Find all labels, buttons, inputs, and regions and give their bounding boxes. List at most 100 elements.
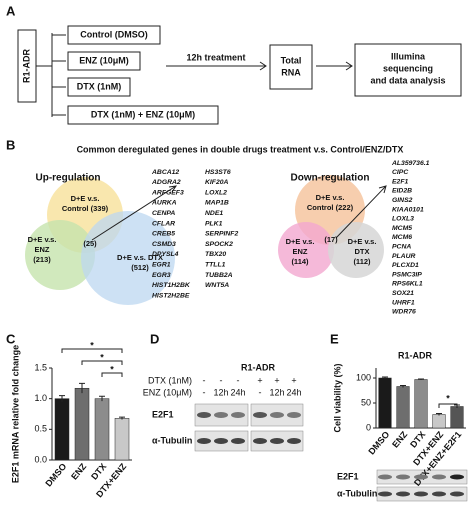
lane-mark: + [291, 375, 296, 385]
gene: KIF20A [205, 179, 229, 186]
gene: EID2B [392, 188, 412, 195]
significance-bracket [438, 403, 458, 408]
treatment-box [67, 105, 219, 125]
lane-mark: - [203, 387, 206, 397]
panel-label: B [6, 137, 15, 152]
gene: TTLL1 [205, 261, 226, 268]
bar [94, 398, 110, 461]
gene: MCM6 [392, 234, 412, 241]
bar [74, 387, 90, 461]
arrow [166, 61, 267, 71]
arrow [335, 185, 387, 239]
band [396, 491, 410, 497]
band [287, 412, 301, 418]
y-tick-label: 1.5 [34, 362, 47, 372]
gene: CENPA [152, 210, 175, 217]
y-axis-label: E2F1 mRNA relative fold change [10, 345, 20, 483]
gene: UHRF1 [392, 299, 415, 306]
lane-mark: 24h [286, 387, 301, 397]
gene: PLK1 [205, 220, 223, 227]
x-tick-label: ENZ [390, 429, 410, 450]
band [450, 491, 464, 497]
error-bar [418, 378, 424, 380]
lane-mark: - [220, 375, 223, 385]
venn-common: (25) [83, 239, 97, 248]
band [197, 412, 211, 418]
gene: EGR1 [152, 261, 171, 268]
lane-mark: - [203, 375, 206, 385]
gene: MAP1B [205, 200, 229, 207]
gene: CSMD3 [152, 241, 176, 248]
band [378, 491, 392, 497]
gene: HIST1H2BK [152, 282, 191, 289]
significance-star: * [100, 352, 104, 362]
venn-label: D+E v.s. [71, 194, 100, 203]
gene: AL359736.1 [391, 160, 430, 167]
rna-label: RNA [281, 67, 301, 77]
significance-bracket [61, 348, 123, 353]
treatment-label: ENZ (10μM) [79, 55, 129, 65]
band [231, 438, 245, 444]
error-bar [382, 376, 388, 379]
venn-circle [278, 222, 334, 278]
analysis-label: and data analysis [370, 75, 445, 85]
analysis-label: sequencing [383, 63, 433, 73]
error-bar [99, 395, 105, 402]
gene: PLCXD1 [392, 262, 419, 269]
x-tick-label: DMSO [43, 461, 68, 488]
band [214, 412, 228, 418]
panel-label: E [330, 331, 339, 346]
gene: SOX21 [392, 290, 414, 297]
lane-mark: 12h [213, 387, 228, 397]
gene: E2F1 [392, 178, 408, 185]
error-bar [400, 385, 406, 388]
x-tick-label: DMSO [366, 429, 391, 456]
band [414, 491, 428, 497]
step-label: 12h treatment [186, 52, 245, 62]
gene: CREB5 [152, 231, 175, 238]
venn-label: Control (339) [62, 204, 109, 213]
bar [114, 418, 130, 461]
band [432, 474, 446, 480]
venn-label: (213) [33, 255, 51, 264]
gene: CFLAR [152, 220, 175, 227]
cell-line: R1-ADR [21, 49, 31, 84]
y-tick-label: 0.5 [34, 424, 47, 434]
gene: PLAUR [392, 253, 416, 260]
blot-label: α-Tubulin [337, 488, 377, 498]
band [396, 474, 410, 480]
band [253, 412, 267, 418]
bar [378, 377, 392, 429]
gene: GINS2 [392, 197, 413, 204]
arrow [316, 61, 353, 71]
gene: HIST2H2BE [152, 292, 190, 299]
error-bar [119, 416, 125, 420]
venn-circle [25, 220, 95, 290]
venn-label: DTX [355, 247, 370, 256]
band [270, 412, 284, 418]
band [214, 438, 228, 444]
treatment-label: Control (DMSO) [80, 29, 148, 39]
blot-label: E2F1 [337, 471, 359, 481]
bar [450, 406, 464, 429]
gene: WDR76 [392, 309, 416, 316]
band [287, 438, 301, 444]
gene: TUBB2A [205, 272, 233, 279]
venn-label: D+E v.s. [286, 237, 315, 246]
rna-box [269, 44, 313, 90]
lane-mark: + [274, 375, 279, 385]
significance-bracket [81, 360, 123, 365]
gene: WNT5A [205, 282, 229, 289]
arrow [91, 185, 178, 241]
gene: DPYSL4 [152, 251, 179, 258]
lane-mark: - [259, 387, 262, 397]
venn-label: Control (222) [307, 203, 354, 212]
treatment-box [67, 77, 131, 97]
lane-mark: 24h [230, 387, 245, 397]
y-axis-label: Cell viability (%) [332, 363, 342, 432]
y-tick-label: 1.0 [34, 393, 47, 403]
bracket [36, 33, 66, 117]
gene: NDE1 [205, 210, 223, 217]
gene: ABCA12 [151, 169, 179, 176]
